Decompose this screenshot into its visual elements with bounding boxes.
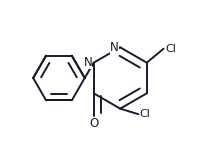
Text: N: N <box>83 56 92 69</box>
Text: Cl: Cl <box>140 109 151 119</box>
Text: N: N <box>110 41 119 54</box>
Text: O: O <box>89 117 98 130</box>
Text: Cl: Cl <box>165 44 176 54</box>
